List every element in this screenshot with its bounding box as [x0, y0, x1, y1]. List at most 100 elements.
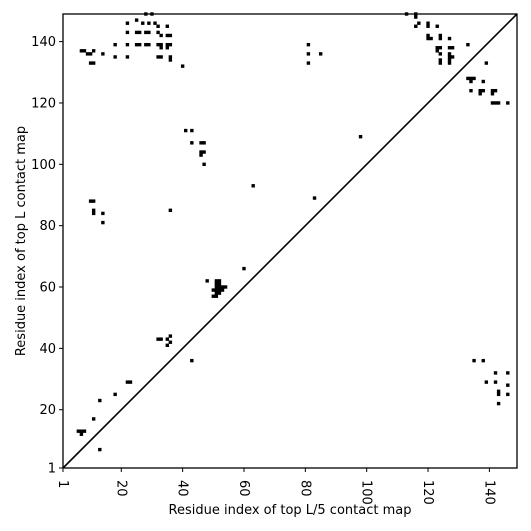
- contact-point: [159, 337, 163, 341]
- contact-point: [484, 380, 489, 384]
- contact-point: [190, 358, 194, 363]
- contact-point: [165, 343, 169, 347]
- contact-point: [91, 208, 96, 213]
- contact-points: [76, 12, 510, 452]
- contact-point: [82, 429, 87, 433]
- contact-point: [101, 211, 105, 216]
- contact-point: [493, 101, 498, 105]
- contact-point: [137, 42, 142, 47]
- contact-point: [493, 88, 498, 93]
- contact-point: [165, 24, 169, 28]
- contact-point: [490, 88, 495, 93]
- contact-point: [159, 33, 163, 38]
- contact-point: [466, 42, 470, 47]
- contact-point: [156, 42, 160, 47]
- contact-point: [98, 447, 102, 452]
- contact-point: [506, 392, 510, 397]
- contact-point: [125, 55, 130, 59]
- contact-point: [211, 288, 216, 292]
- contact-point: [134, 30, 139, 35]
- contact-point: [469, 79, 473, 84]
- x-tick-label: 120: [420, 480, 435, 505]
- contact-point: [168, 58, 173, 62]
- contact-point: [438, 46, 443, 50]
- contact-point: [91, 199, 96, 203]
- contact-point: [472, 76, 476, 81]
- contact-point: [214, 279, 219, 283]
- contact-point: [217, 285, 222, 289]
- contact-point: [165, 46, 169, 50]
- contact-point: [450, 46, 455, 50]
- contact-point: [447, 58, 452, 62]
- x-tick-label: 1: [55, 480, 70, 488]
- contact-point: [79, 49, 84, 53]
- contact-point: [251, 184, 255, 188]
- contact-point: [358, 135, 363, 139]
- contact-point: [306, 52, 311, 56]
- contact-point: [101, 220, 105, 225]
- contact-point: [214, 294, 219, 298]
- contact-point: [168, 208, 173, 213]
- contact-point: [199, 150, 203, 154]
- contact-point: [481, 358, 485, 363]
- contact-point: [159, 46, 163, 50]
- contact-point: [447, 36, 452, 41]
- contact-point: [98, 398, 102, 403]
- contact-point: [478, 88, 482, 93]
- contact-point: [79, 432, 84, 436]
- contact-point: [79, 429, 84, 433]
- contact-point: [113, 55, 117, 59]
- contact-point: [435, 49, 439, 53]
- contact-point: [165, 337, 169, 341]
- contact-point: [312, 196, 317, 200]
- contact-point: [144, 42, 148, 47]
- contact-point: [438, 52, 443, 56]
- contact-point: [447, 61, 452, 65]
- contact-point: [125, 42, 130, 47]
- contact-point: [506, 101, 510, 105]
- contact-point: [91, 417, 96, 421]
- contact-point: [88, 61, 93, 65]
- contact-point: [159, 42, 163, 47]
- contact-point: [202, 150, 206, 154]
- contact-point: [414, 15, 418, 19]
- contact-point: [426, 33, 430, 38]
- contact-point: [125, 380, 130, 384]
- contact-point: [414, 24, 418, 28]
- contact-point: [211, 294, 216, 298]
- contact-point: [484, 61, 489, 65]
- y-tick-label: 80: [39, 219, 56, 234]
- contact-point: [144, 30, 148, 35]
- x-tick-label: 140: [481, 480, 496, 505]
- y-axis-label: Residue index of top L contact map: [14, 126, 29, 356]
- contact-point: [202, 141, 206, 145]
- x-tick-label: 20: [113, 480, 128, 497]
- contact-point: [318, 52, 323, 56]
- contact-point: [466, 76, 470, 81]
- contact-point: [134, 18, 139, 22]
- contact-point: [429, 36, 433, 41]
- contact-point: [447, 46, 452, 50]
- contact-point: [153, 21, 157, 25]
- contact-point: [469, 88, 473, 93]
- plot-frame: [62, 13, 518, 469]
- contact-point: [168, 42, 173, 47]
- contact-point: [125, 30, 130, 35]
- x-tick-label: 40: [175, 480, 190, 497]
- contact-point: [438, 58, 443, 62]
- y-tick-label: 1: [48, 462, 56, 477]
- contact-point: [493, 371, 498, 375]
- contact-point: [180, 64, 185, 68]
- contact-point: [496, 392, 501, 397]
- contact-point: [435, 46, 439, 50]
- x-tick-label: 100: [359, 480, 374, 505]
- contact-point: [496, 101, 501, 105]
- contact-point: [168, 340, 173, 344]
- contact-point: [217, 282, 222, 286]
- contact-point: [214, 282, 219, 286]
- contact-point: [113, 42, 117, 47]
- y-tick-label: 100: [31, 158, 56, 173]
- contact-point: [435, 24, 439, 28]
